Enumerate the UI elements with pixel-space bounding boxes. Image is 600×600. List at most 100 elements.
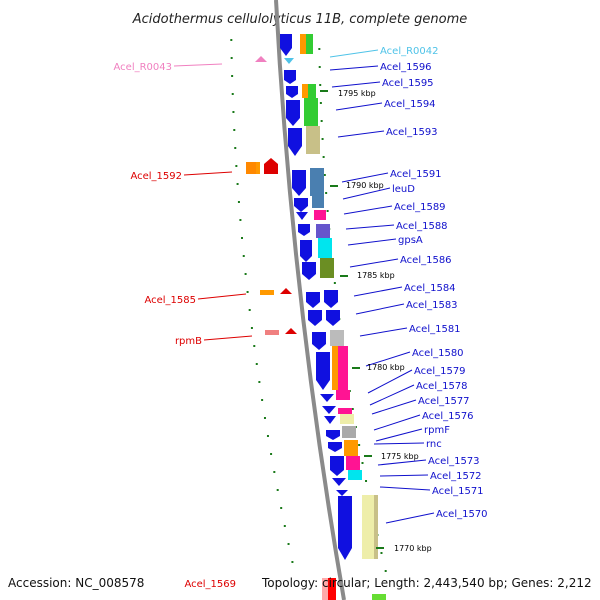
color-bar: [302, 84, 310, 98]
gene-arrow: [308, 310, 322, 326]
gene-label[interactable]: Acel_1583: [406, 300, 458, 311]
label-leader-line: [347, 238, 397, 246]
gene-arrow: [292, 170, 306, 196]
gene-arrow: [294, 198, 308, 212]
genome-backbone: [274, 0, 346, 600]
gene-label[interactable]: Acel_1586: [400, 255, 452, 266]
scale-label: 1770 kbp: [394, 544, 432, 553]
label-leader-line: [183, 171, 233, 176]
gene-label[interactable]: gpsA: [398, 235, 423, 246]
gene-arrow: [324, 416, 336, 424]
gene-label[interactable]: Acel_1592: [130, 171, 182, 182]
label-leader-line: [345, 224, 395, 230]
gene-arrow: [324, 290, 338, 308]
color-bar: [316, 224, 330, 238]
gene-arrow: [326, 430, 340, 440]
gene-arrow: [280, 288, 292, 294]
color-bar: [346, 456, 360, 470]
feature-color-bars: [300, 34, 378, 559]
gene-label[interactable]: Acel_1589: [394, 202, 446, 213]
label-leader-line: [337, 130, 385, 138]
gene-arrow: [336, 490, 348, 496]
forward-labels: Acel_R0042 Acel_1596 Acel_1595 Acel_1594 Ace…: [329, 46, 488, 524]
label-leader-line: [367, 369, 413, 394]
gene-arrow: [280, 34, 292, 56]
gene-label[interactable]: Acel_1581: [409, 324, 461, 335]
gene-arrow: [286, 100, 300, 126]
label-leader-line: [342, 187, 391, 200]
gene-label[interactable]: Acel_1571: [432, 486, 484, 497]
gene-arrow: [246, 162, 256, 174]
label-leader-line: [365, 351, 411, 367]
label-leader-line: [331, 81, 381, 88]
gene-label[interactable]: Acel_1570: [436, 509, 488, 520]
gene-arrow: [300, 240, 312, 262]
label-leader-line: [359, 327, 408, 337]
gene-label[interactable]: rnc: [426, 439, 442, 450]
gene-arrow: [322, 406, 336, 414]
gene-label[interactable]: rpmF: [424, 425, 450, 436]
label-leader-line: [197, 293, 247, 300]
gene-label[interactable]: Acel_1596: [380, 62, 432, 73]
color-bar: [304, 98, 318, 126]
gene-arrow: [372, 594, 386, 600]
gene-arrow: [322, 578, 328, 600]
scale-label: 1785 kbp: [357, 271, 395, 280]
gene-arrow: [265, 330, 279, 335]
color-bar: [374, 495, 378, 559]
map-title: Acidothermus cellulolyticus 11B, complet…: [132, 12, 468, 27]
scale-label: 1780 kbp: [367, 363, 405, 372]
label-leader-line: [349, 258, 399, 268]
gene-arrow: [286, 86, 298, 98]
label-leader-line: [173, 63, 223, 67]
gene-label[interactable]: Acel_1585: [144, 295, 196, 306]
gene-label[interactable]: Acel_1569: [184, 579, 236, 590]
gene-arrow: [306, 292, 320, 308]
gene-arrow: [255, 56, 267, 62]
color-bar: [300, 34, 306, 54]
label-leader-line: [373, 414, 421, 431]
label-leader-line: [385, 512, 435, 524]
gene-arrow: [285, 328, 297, 334]
gene-arrow: [316, 352, 330, 390]
gene-label[interactable]: Acel_1591: [390, 169, 442, 180]
gene-label[interactable]: Acel_1576: [422, 411, 474, 422]
accession-text: Accession: NC_008578: [8, 576, 144, 590]
gene-label[interactable]: Acel_1572: [430, 471, 482, 482]
gene-label[interactable]: Acel_1573: [428, 456, 480, 467]
color-bar: [310, 168, 324, 196]
color-bar: [314, 210, 326, 220]
scale-label: 1790 kbp: [346, 181, 384, 190]
gene-arrow: [264, 158, 278, 174]
gene-label[interactable]: Acel_1593: [386, 127, 438, 138]
label-leader-line: [353, 286, 403, 297]
gene-label[interactable]: rpmB: [175, 336, 202, 347]
gene-label[interactable]: Acel_R0043: [114, 62, 173, 73]
gene-label[interactable]: leuD: [392, 184, 415, 195]
gene-label[interactable]: Acel_1580: [412, 348, 464, 359]
label-leader-line: [379, 474, 429, 477]
forward-gene-arrows: [280, 34, 352, 560]
color-bar: [330, 330, 344, 346]
color-bar: [344, 440, 358, 456]
gene-label[interactable]: Acel_1588: [396, 221, 448, 232]
gene-label[interactable]: Acel_1578: [416, 381, 468, 392]
gene-label[interactable]: Acel_1594: [384, 99, 436, 110]
color-bar: [336, 390, 350, 400]
color-bar: [306, 126, 320, 154]
gene-label[interactable]: Acel_1584: [404, 283, 456, 294]
scale-label: 1795 kbp: [338, 89, 376, 98]
gene-label[interactable]: Acel_1595: [382, 78, 434, 89]
gene-arrow: [288, 128, 302, 156]
color-bar: [312, 196, 324, 208]
color-bar: [348, 470, 362, 480]
gene-label[interactable]: Acel_R0042: [380, 46, 439, 57]
label-leader-line: [341, 172, 389, 183]
label-leader-line: [355, 303, 405, 315]
gene-label[interactable]: Acel_1579: [414, 366, 466, 377]
gene-label[interactable]: Acel_1577: [418, 396, 470, 407]
label-leader-line: [203, 335, 253, 341]
gene-arrow: [302, 262, 316, 280]
